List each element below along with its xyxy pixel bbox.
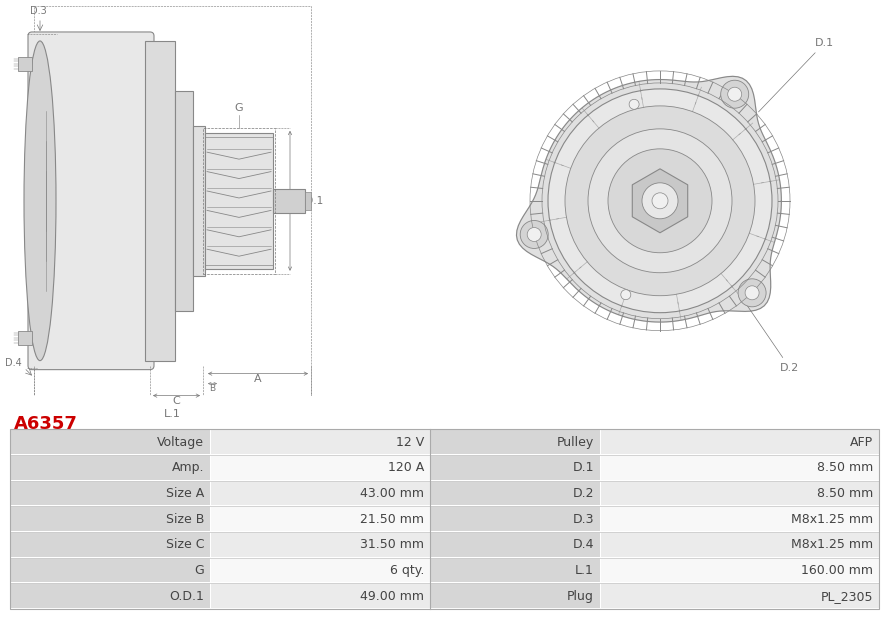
Bar bbox=[10, 429, 879, 609]
Bar bbox=[211, 480, 430, 505]
Circle shape bbox=[629, 99, 639, 109]
Bar bbox=[601, 429, 879, 454]
Bar bbox=[431, 480, 600, 505]
Text: Amp.: Amp. bbox=[172, 461, 204, 474]
Text: 8.50 mm: 8.50 mm bbox=[817, 487, 873, 500]
Text: Plug: Plug bbox=[567, 590, 594, 603]
Bar bbox=[305, 192, 311, 210]
Text: D.2: D.2 bbox=[745, 303, 799, 373]
Bar bbox=[431, 532, 600, 557]
Bar bbox=[211, 506, 430, 531]
Text: 160.00 mm: 160.00 mm bbox=[801, 564, 873, 577]
Text: B: B bbox=[210, 384, 215, 392]
Text: G: G bbox=[235, 103, 244, 113]
Bar bbox=[211, 532, 430, 557]
Circle shape bbox=[652, 193, 668, 209]
Bar bbox=[145, 41, 175, 361]
Text: O.D.1: O.D.1 bbox=[169, 590, 204, 603]
Bar bbox=[601, 506, 879, 531]
Text: PL_2305: PL_2305 bbox=[821, 590, 873, 603]
Circle shape bbox=[728, 87, 741, 101]
Bar bbox=[431, 429, 600, 454]
Circle shape bbox=[565, 106, 755, 296]
Text: Pulley: Pulley bbox=[557, 435, 594, 449]
Polygon shape bbox=[517, 77, 781, 322]
Bar bbox=[211, 429, 430, 454]
Bar bbox=[431, 558, 600, 583]
Text: D.4: D.4 bbox=[5, 358, 22, 368]
Text: L.1: L.1 bbox=[575, 564, 594, 577]
Text: 12 V: 12 V bbox=[396, 435, 424, 449]
Text: Size B: Size B bbox=[165, 513, 204, 526]
Bar bbox=[601, 584, 879, 608]
Bar bbox=[601, 558, 879, 583]
Text: D.1: D.1 bbox=[758, 38, 834, 112]
Text: 6 qty.: 6 qty. bbox=[389, 564, 424, 577]
Text: L.1: L.1 bbox=[164, 409, 181, 419]
Bar bbox=[211, 558, 430, 583]
Text: D.4: D.4 bbox=[573, 538, 594, 551]
Text: Size A: Size A bbox=[165, 487, 204, 500]
Bar bbox=[431, 584, 600, 608]
Circle shape bbox=[548, 89, 772, 313]
Text: D.1: D.1 bbox=[573, 461, 594, 474]
Bar bbox=[11, 532, 210, 557]
Text: A6357: A6357 bbox=[14, 416, 78, 434]
Bar bbox=[431, 506, 600, 531]
Text: D.3: D.3 bbox=[30, 6, 47, 16]
Circle shape bbox=[745, 286, 759, 300]
Text: 43.00 mm: 43.00 mm bbox=[360, 487, 424, 500]
Bar bbox=[11, 480, 210, 505]
Text: 120 A: 120 A bbox=[388, 461, 424, 474]
Text: D.2: D.2 bbox=[573, 487, 594, 500]
Bar bbox=[18, 57, 32, 71]
Text: AFP: AFP bbox=[850, 435, 873, 449]
Bar bbox=[11, 558, 210, 583]
Text: 8.50 mm: 8.50 mm bbox=[817, 461, 873, 474]
Bar bbox=[11, 506, 210, 531]
Bar bbox=[203, 128, 275, 273]
Circle shape bbox=[738, 279, 766, 307]
Bar bbox=[175, 91, 193, 311]
Text: O.D.1: O.D.1 bbox=[294, 196, 324, 206]
Bar bbox=[18, 331, 32, 345]
Circle shape bbox=[588, 129, 732, 273]
Circle shape bbox=[642, 183, 678, 219]
Bar bbox=[11, 455, 210, 480]
Circle shape bbox=[608, 149, 712, 253]
Text: 21.50 mm: 21.50 mm bbox=[360, 513, 424, 526]
Bar bbox=[193, 126, 205, 276]
Text: M8x1.25 mm: M8x1.25 mm bbox=[791, 513, 873, 526]
Bar bbox=[11, 584, 210, 608]
Bar bbox=[601, 455, 879, 480]
Text: A: A bbox=[254, 374, 262, 384]
Bar bbox=[273, 189, 305, 213]
Text: 49.00 mm: 49.00 mm bbox=[360, 590, 424, 603]
FancyBboxPatch shape bbox=[28, 32, 154, 369]
Text: C: C bbox=[172, 396, 180, 406]
Ellipse shape bbox=[24, 41, 56, 361]
Text: M8x1.25 mm: M8x1.25 mm bbox=[791, 538, 873, 551]
Text: Voltage: Voltage bbox=[157, 435, 204, 449]
Text: D.3: D.3 bbox=[573, 513, 594, 526]
Bar bbox=[211, 584, 430, 608]
Bar bbox=[601, 532, 879, 557]
Bar bbox=[34, 6, 311, 407]
Text: Size C: Size C bbox=[165, 538, 204, 551]
Text: G: G bbox=[195, 564, 204, 577]
Circle shape bbox=[527, 227, 541, 242]
Circle shape bbox=[721, 80, 749, 108]
Bar bbox=[431, 455, 600, 480]
Circle shape bbox=[621, 290, 631, 300]
Bar bbox=[211, 455, 430, 480]
Circle shape bbox=[520, 221, 549, 249]
Bar bbox=[11, 429, 210, 454]
Bar bbox=[205, 133, 273, 269]
Polygon shape bbox=[632, 169, 688, 233]
Bar bbox=[601, 480, 879, 505]
Text: 31.50 mm: 31.50 mm bbox=[360, 538, 424, 551]
